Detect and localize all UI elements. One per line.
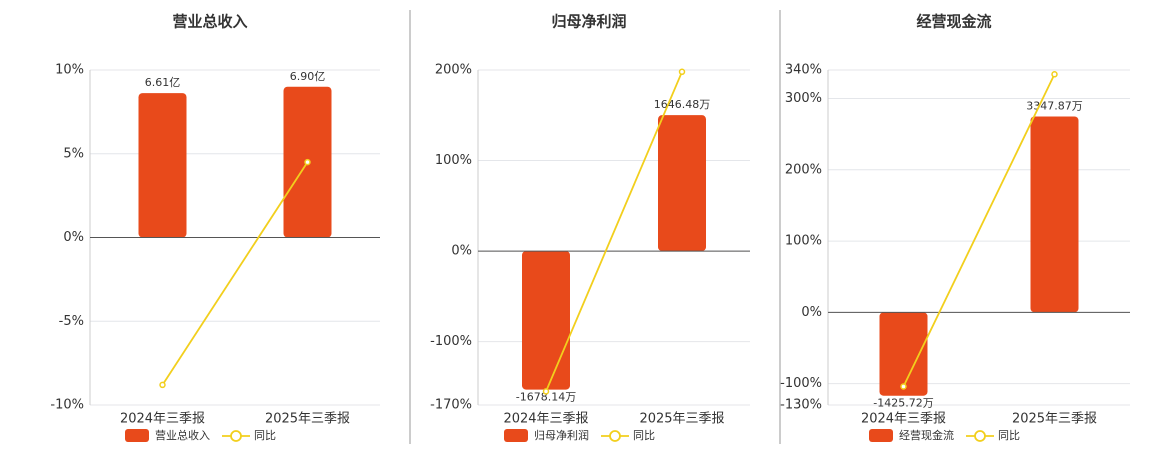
y-tick-label: 300%: [785, 91, 822, 106]
line: [545, 71, 683, 392]
legend-swatch: [504, 429, 528, 442]
chart-title: 营业总收入: [172, 13, 247, 31]
y-tick-label: 0%: [63, 230, 84, 245]
line-point: [678, 68, 686, 76]
x-tick-label: 2025年三季报: [265, 412, 350, 427]
line-point: [304, 158, 311, 166]
bar: [658, 115, 706, 252]
value-label: 3347.87万: [1026, 100, 1083, 113]
y-tick-label: -130%: [780, 398, 822, 413]
legend-swatch: [609, 430, 621, 442]
value-label: -1425.72万: [873, 397, 933, 410]
x-tick-label: 2024年三季报: [861, 412, 946, 427]
legend-label: 同比: [633, 429, 655, 442]
y-tick-label: 200%: [785, 162, 822, 177]
y-tick-label: 0%: [451, 244, 472, 259]
value-label: 1646.48万: [654, 98, 711, 111]
y-tick-label: -100%: [780, 376, 822, 391]
bar: [879, 312, 928, 396]
bar: [138, 93, 187, 238]
value-label: 6.61亿: [145, 76, 181, 89]
line: [902, 73, 1056, 387]
x-tick-label: 2025年三季报: [639, 412, 724, 427]
chart-title: 归母净利润: [551, 13, 626, 31]
y-tick-label: -170%: [430, 398, 472, 413]
x-tick-label: 2025年三季报: [1012, 412, 1097, 427]
x-tick-label: 2024年三季报: [503, 412, 588, 427]
legend-swatch: [869, 429, 893, 442]
legend-swatch: [974, 430, 986, 442]
line-point: [1051, 71, 1058, 78]
line-point: [159, 381, 166, 389]
y-tick-label: 0%: [801, 305, 822, 320]
y-tick-label: -100%: [430, 334, 472, 349]
y-tick-label: 340%: [785, 63, 822, 78]
legend-label: 营业总收入: [155, 428, 210, 442]
y-tick-label: 200%: [435, 63, 472, 78]
value-label: -1678.14万: [516, 391, 576, 404]
legend-label: 经营现金流: [899, 428, 954, 442]
y-tick-label: -5%: [59, 314, 84, 329]
y-tick-label: 5%: [63, 146, 84, 161]
legend-label: 归母净利润: [534, 428, 589, 442]
y-tick-label: -10%: [50, 398, 84, 413]
legend-label: 同比: [998, 429, 1020, 442]
bar: [1030, 116, 1079, 313]
legend-label: 同比: [254, 429, 276, 442]
legend-swatch: [230, 430, 242, 442]
line-point: [542, 388, 550, 395]
y-tick-label: 100%: [435, 153, 472, 168]
bar: [522, 251, 570, 390]
line: [161, 161, 309, 386]
x-tick-label: 2024年三季报: [120, 412, 205, 427]
y-tick-label: 100%: [785, 234, 822, 249]
value-label: 6.90亿: [290, 70, 326, 83]
chart-title: 经营现金流: [916, 13, 991, 31]
line-point: [900, 383, 907, 390]
legend-swatch: [125, 429, 149, 442]
y-tick-label: 10%: [55, 63, 84, 78]
